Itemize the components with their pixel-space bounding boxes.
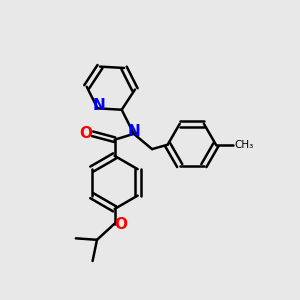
Text: CH₃: CH₃ bbox=[235, 140, 254, 150]
Text: N: N bbox=[128, 124, 141, 139]
Text: O: O bbox=[80, 126, 93, 141]
Text: O: O bbox=[115, 217, 128, 232]
Text: N: N bbox=[93, 98, 105, 113]
